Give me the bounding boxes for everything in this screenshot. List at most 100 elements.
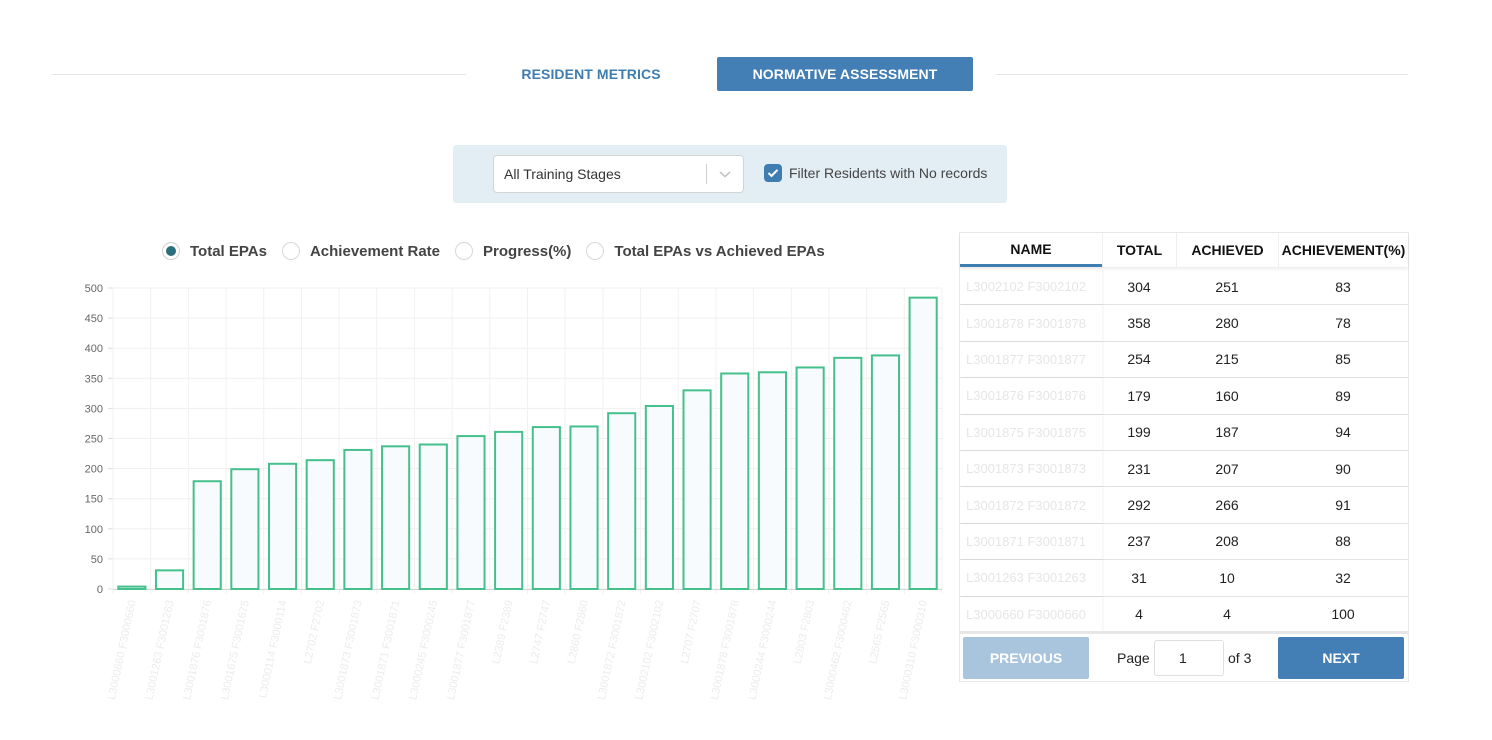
bar <box>268 462 298 590</box>
next-page-button[interactable]: NEXT <box>1278 637 1404 679</box>
column-header-total[interactable]: TOTAL <box>1102 233 1176 267</box>
x-tick-label: L3000462 F3000462 <box>822 599 855 701</box>
cell-achieved: 266 <box>1215 497 1239 514</box>
x-tick-label: L3001878 F3001878 <box>709 599 742 701</box>
cell-achieved: 280 <box>1215 315 1239 332</box>
x-tick-label: L2803 F2803 <box>792 599 817 665</box>
radio-unchecked-icon[interactable] <box>455 242 474 260</box>
radio-achievement-rate[interactable]: Achievement Rate <box>281 242 441 260</box>
tab-normative-assessment[interactable]: NORMATIVE ASSESSMENT <box>717 57 973 91</box>
page-label: Page <box>1117 650 1150 666</box>
y-tick-label: 250 <box>85 434 103 446</box>
x-tick-label: L3001873 F3001873 <box>332 599 365 701</box>
radio-label: Total EPAs <box>190 242 267 260</box>
cell-achieved: 251 <box>1215 278 1239 295</box>
table-row[interactable]: L3002102 F3002102 304 251 83 <box>960 269 1408 306</box>
residents-table: NAME TOTAL ACHIEVED ACHIEVEMENT(%) L3002… <box>959 232 1409 682</box>
bar <box>833 356 863 590</box>
x-tick-label: L2747 F2747 <box>528 599 553 665</box>
cell-name: L3001873 F3001873 <box>960 451 1102 486</box>
table-row[interactable]: L3001873 F3001873 231 207 90 <box>960 451 1408 488</box>
select-separator <box>706 164 707 184</box>
table-row[interactable]: L3001263 F3001263 31 10 32 <box>960 560 1408 597</box>
table-row[interactable]: L3001876 F3001876 179 160 89 <box>960 378 1408 415</box>
y-tick-label: 300 <box>85 403 103 415</box>
cell-total: 304 <box>1127 278 1151 295</box>
training-stage-value: All Training Stages <box>504 166 621 182</box>
bar <box>870 354 901 591</box>
table-row[interactable]: L3001877 F3001877 254 215 85 <box>960 342 1408 379</box>
cell-total: 231 <box>1127 460 1151 477</box>
bar <box>381 445 411 590</box>
filter-bar: All Training Stages Filter Residents wit… <box>453 145 1007 203</box>
table-header: NAME TOTAL ACHIEVED ACHIEVEMENT(%) <box>960 233 1408 267</box>
cell-achieved: 4 <box>1223 606 1231 623</box>
cell-achievement-pct: 83 <box>1335 278 1351 295</box>
bar <box>494 430 524 590</box>
x-tick-label: L3001872 F3001872 <box>596 599 629 701</box>
radio-total-epas[interactable]: Total EPAs <box>162 242 267 260</box>
x-tick-label: L3001876 F3001876 <box>181 599 214 701</box>
checkbox-checked-icon[interactable] <box>764 164 782 182</box>
cell-name: L3001875 F3001875 <box>960 415 1102 450</box>
cell-total: 237 <box>1127 533 1151 550</box>
bar <box>192 480 222 591</box>
column-header-achieved[interactable]: ACHIEVED <box>1176 233 1278 267</box>
radio-unchecked-icon[interactable] <box>281 242 300 260</box>
y-tick-label: 400 <box>85 343 103 355</box>
x-tick-label: L3000310 F3000310 <box>897 599 930 701</box>
page-total-label: of 3 <box>1228 650 1252 666</box>
table-row[interactable]: L3001878 F3001878 358 280 78 <box>960 305 1408 342</box>
y-tick-label: 500 <box>85 283 103 295</box>
bar <box>230 468 260 590</box>
cell-name: L3001872 F3001872 <box>960 487 1102 522</box>
table-row[interactable]: L3001875 F3001875 199 187 94 <box>960 415 1408 451</box>
radio-label: Progress(%) <box>483 242 572 260</box>
training-stage-select[interactable]: All Training Stages <box>493 155 744 193</box>
cell-achievement-pct: 90 <box>1335 460 1351 477</box>
x-tick-label: L2707 F2707 <box>679 599 704 665</box>
bar <box>117 585 147 591</box>
page-number-input[interactable]: 1 <box>1154 640 1224 676</box>
bar <box>343 448 373 590</box>
radio-total-vs-achieved[interactable]: Total EPAs vs Achieved EPAs <box>586 242 825 260</box>
previous-page-button[interactable]: PREVIOUS <box>963 637 1089 679</box>
bar <box>720 372 750 591</box>
radio-label: Achievement Rate <box>309 242 441 260</box>
x-tick-label: L2389 F2389 <box>490 599 515 665</box>
cell-achievement-pct: 88 <box>1335 533 1351 550</box>
radio-checked-icon[interactable] <box>162 242 180 260</box>
cell-total: 292 <box>1127 497 1151 514</box>
cell-name: L3000660 F3000660 <box>960 597 1102 632</box>
cell-achievement-pct: 85 <box>1335 351 1351 368</box>
table-row[interactable]: L3001871 F3001871 237 208 88 <box>960 524 1408 561</box>
cell-total: 4 <box>1135 606 1143 623</box>
cell-achieved: 207 <box>1215 460 1239 477</box>
y-tick-label: 0 <box>97 584 103 596</box>
radio-label: Total EPAs vs Achieved EPAs <box>614 242 825 260</box>
bar <box>795 366 825 590</box>
radio-unchecked-icon[interactable] <box>586 242 605 260</box>
cell-achievement-pct: 32 <box>1335 569 1351 586</box>
y-tick-label: 450 <box>85 313 103 325</box>
radio-progress[interactable]: Progress(%) <box>455 242 571 260</box>
pagination: PREVIOUS Page 1 of 3 NEXT <box>960 631 1408 681</box>
y-tick-label: 350 <box>85 373 103 385</box>
x-tick-label: L3001263 F3001263 <box>144 599 177 701</box>
x-tick-label: L3000660 F3000660 <box>106 599 139 701</box>
table-row[interactable]: L3000660 F3000660 4 4 100 <box>960 597 1408 633</box>
cell-achieved: 215 <box>1215 351 1239 368</box>
cell-achieved: 10 <box>1219 569 1235 586</box>
column-header-achievement-pct[interactable]: ACHIEVEMENT(%) <box>1278 233 1408 267</box>
column-header-name[interactable]: NAME <box>960 233 1102 267</box>
cell-achievement-pct: 91 <box>1335 497 1351 514</box>
chevron-down-icon[interactable] <box>707 156 743 192</box>
y-tick-label: 200 <box>85 464 103 476</box>
filter-no-records[interactable]: Filter Residents with No records <box>764 164 987 182</box>
x-tick-label: L2565 F2565 <box>867 599 892 665</box>
x-tick-label: L2860 F2860 <box>566 599 591 665</box>
bar <box>757 371 787 590</box>
tab-resident-metrics[interactable]: RESIDENT METRICS <box>521 66 661 82</box>
x-tick-label: L3001871 F3001871 <box>370 599 403 701</box>
table-row[interactable]: L3001872 F3001872 292 266 91 <box>960 487 1408 524</box>
